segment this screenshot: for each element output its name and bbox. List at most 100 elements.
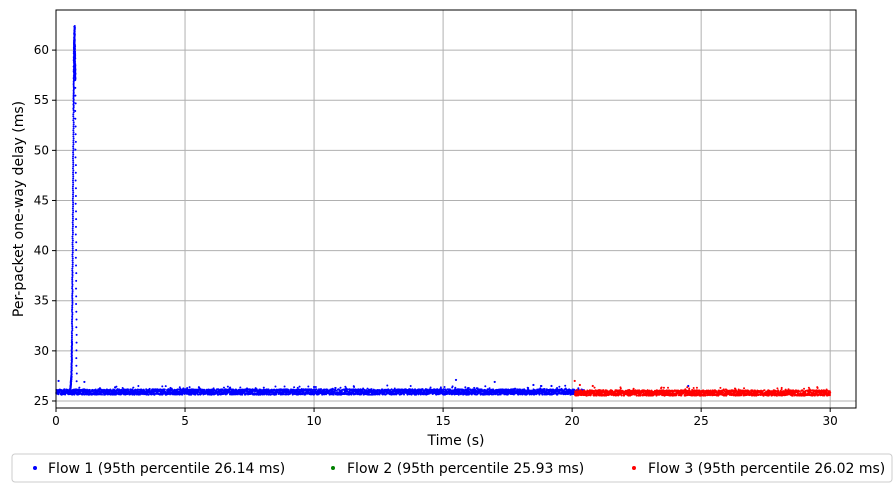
data-point	[71, 306, 74, 309]
data-point	[635, 394, 638, 397]
data-point	[74, 156, 77, 159]
data-point	[72, 121, 75, 124]
data-point	[71, 329, 74, 332]
data-point	[71, 253, 74, 256]
data-point	[293, 393, 296, 396]
data-point	[72, 135, 75, 138]
data-point	[71, 285, 74, 288]
data-point	[565, 388, 568, 391]
data-point	[72, 149, 75, 152]
data-point	[70, 339, 73, 342]
data-point	[71, 235, 74, 238]
data-point	[71, 229, 74, 232]
data-point	[71, 193, 74, 196]
data-point	[71, 241, 74, 244]
data-point-outlier	[312, 385, 316, 389]
data-point	[71, 261, 74, 264]
data-point	[692, 387, 695, 390]
data-point	[71, 263, 74, 266]
data-point	[75, 341, 78, 344]
data-point	[439, 386, 442, 389]
data-point	[71, 157, 74, 160]
data-point	[78, 386, 81, 389]
data-point	[71, 304, 74, 307]
data-point	[57, 393, 60, 396]
data-point-outlier	[83, 380, 86, 384]
data-point	[71, 227, 74, 230]
data-point	[164, 385, 167, 388]
data-point	[275, 393, 278, 396]
data-point	[194, 393, 197, 396]
data-point	[74, 86, 77, 89]
data-point	[72, 129, 75, 132]
data-point	[72, 175, 75, 178]
data-point	[632, 387, 635, 390]
data-point	[72, 161, 75, 164]
data-point	[75, 279, 78, 282]
data-point	[71, 267, 74, 270]
data-point	[71, 325, 74, 328]
data-point	[564, 384, 567, 387]
data-point	[353, 385, 356, 388]
data-point	[71, 313, 74, 316]
data-point	[72, 139, 75, 142]
data-point	[72, 117, 75, 120]
data-point	[75, 287, 78, 290]
data-point	[71, 302, 74, 305]
data-point	[75, 357, 78, 360]
data-point	[71, 297, 74, 300]
data-point	[70, 331, 73, 334]
data-point	[320, 388, 322, 391]
data-point	[74, 187, 77, 190]
data-point	[74, 79, 77, 82]
series-flow-3	[573, 379, 832, 397]
data-point	[72, 151, 75, 154]
data-point	[71, 231, 74, 234]
data-point	[74, 179, 77, 182]
data-point	[488, 387, 491, 390]
data-point	[71, 317, 74, 320]
data-point	[71, 280, 74, 283]
data-point	[64, 393, 67, 396]
data-point	[558, 385, 561, 388]
data-point	[283, 385, 286, 388]
data-point	[296, 386, 299, 389]
data-point	[74, 133, 77, 136]
data-points	[55, 25, 832, 397]
data-point	[71, 251, 74, 254]
data-point	[75, 349, 78, 352]
data-point	[335, 389, 338, 392]
data-point	[241, 393, 244, 396]
data-point	[74, 202, 77, 205]
data-point	[74, 117, 77, 120]
data-point	[484, 385, 487, 388]
data-point	[138, 393, 141, 396]
data-point	[74, 164, 77, 167]
data-point	[660, 386, 663, 389]
data-point	[72, 115, 75, 118]
data-point	[74, 256, 77, 259]
data-point	[70, 334, 73, 337]
data-point	[72, 159, 75, 162]
data-point	[70, 332, 73, 335]
data-point	[298, 385, 301, 388]
data-point	[71, 249, 74, 252]
data-point	[71, 225, 74, 228]
data-point	[332, 393, 335, 396]
data-point	[72, 141, 75, 144]
data-point	[72, 183, 75, 186]
data-point	[71, 259, 74, 262]
data-point	[137, 385, 140, 388]
data-point	[72, 131, 75, 134]
data-point	[72, 205, 75, 208]
data-point	[134, 389, 137, 392]
data-point	[686, 386, 689, 389]
data-point	[132, 386, 135, 389]
data-point	[71, 292, 74, 295]
data-point-outlier	[493, 380, 496, 384]
data-point	[639, 394, 642, 397]
data-point	[74, 140, 77, 143]
data-point	[101, 393, 103, 396]
data-point	[386, 384, 389, 387]
